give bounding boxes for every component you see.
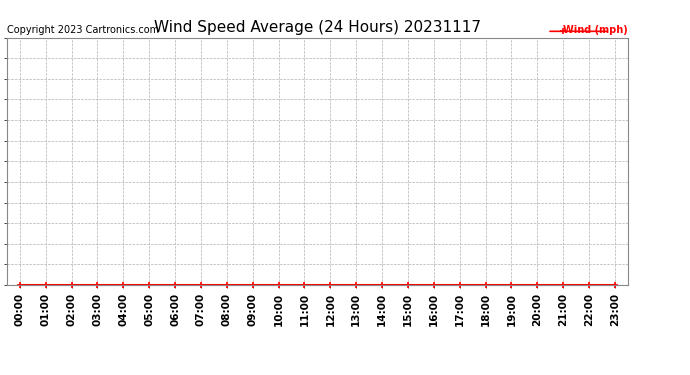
Title: Wind Speed Average (24 Hours) 20231117: Wind Speed Average (24 Hours) 20231117 [154, 20, 481, 35]
Text: Copyright 2023 Cartronics.com: Copyright 2023 Cartronics.com [7, 25, 159, 35]
Text: Wind (mph): Wind (mph) [563, 25, 628, 35]
